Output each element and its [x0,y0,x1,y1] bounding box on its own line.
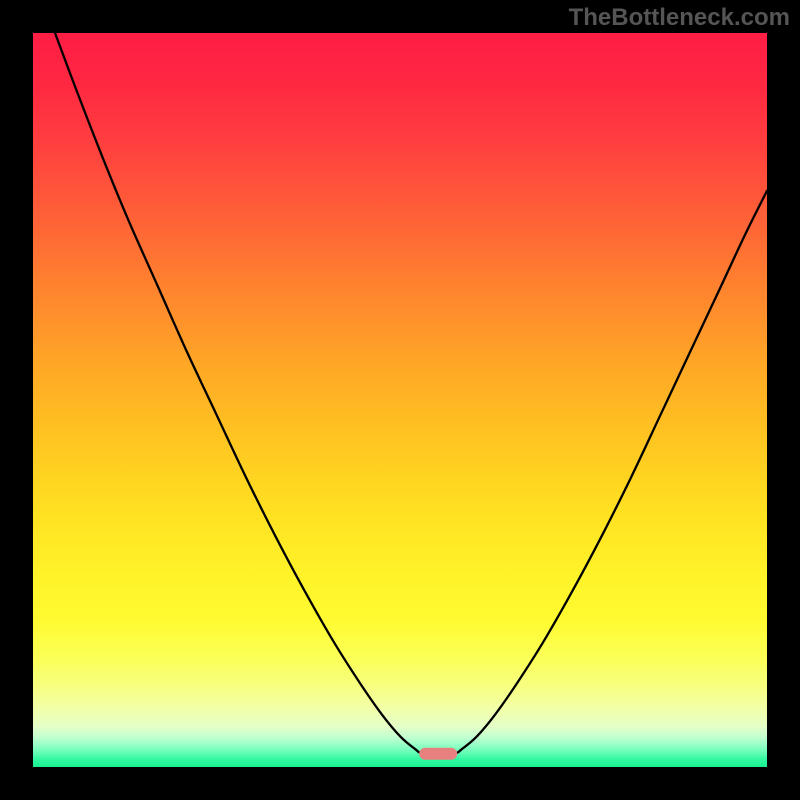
bottleneck-curve [55,33,767,754]
optimum-marker [419,748,457,760]
chart-container: TheBottleneck.com [0,0,800,800]
curve-layer [0,0,800,800]
